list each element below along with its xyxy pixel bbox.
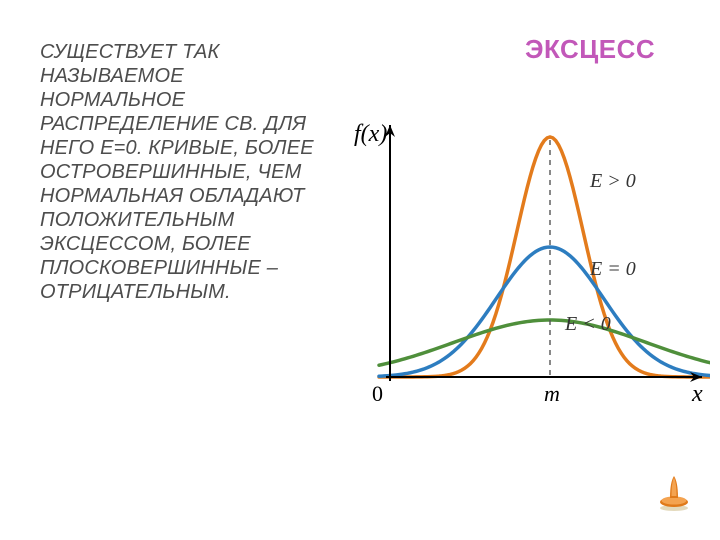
slide-title: ЭКСЦЕСС xyxy=(525,35,695,64)
annotation-0: E > 0 xyxy=(589,170,636,192)
body-text: СУЩЕСТВУЕТ ТАК НАЗЫВАЕМОЕ НОРМАЛЬНОЕ РАС… xyxy=(40,40,320,304)
slide: ЭКСЦЕСС СУЩЕСТВУЕТ ТАК НАЗЫВАЕМОЕ НОРМАЛ… xyxy=(0,0,720,540)
annotation-1: E = 0 xyxy=(589,258,636,280)
mean-label: m xyxy=(544,381,560,406)
annotation-2: E < 0 xyxy=(564,313,611,335)
x-axis-label: x xyxy=(691,381,703,407)
curve-zero xyxy=(379,247,710,376)
nav-forward-icon[interactable] xyxy=(656,472,692,512)
kurtosis-chart: f(x) x 0 m E > 0 E = 0 E < 0 xyxy=(340,105,710,415)
curve-positive xyxy=(379,137,710,377)
curve-negative xyxy=(379,320,710,365)
origin-label: 0 xyxy=(372,381,383,406)
y-axis-label: f(x) xyxy=(354,121,387,147)
